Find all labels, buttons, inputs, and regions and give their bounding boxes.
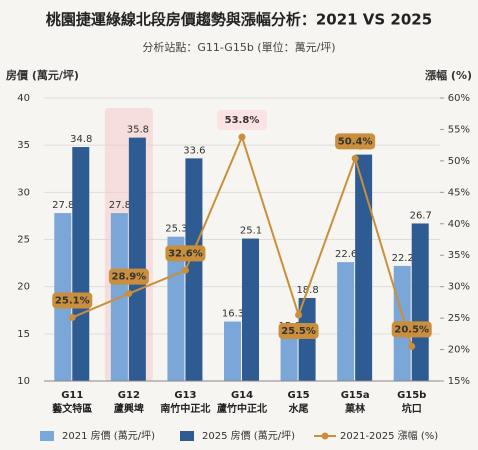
growth-value-label: 25.5% xyxy=(281,326,316,337)
x-tick-sublabel: 水尾 xyxy=(288,402,309,415)
bar xyxy=(242,238,259,381)
x-tick-sublabel: 南竹中正北 xyxy=(160,402,210,415)
y-tick-label: 40 xyxy=(17,93,30,104)
bar-value-label: 22.6 xyxy=(335,249,357,260)
x-tick-label: G13 xyxy=(174,390,196,401)
x-tick-label: G12 xyxy=(118,390,140,401)
y-tick-label: 20 xyxy=(17,282,30,293)
legend-label: 2021 房價 (萬元/坪) xyxy=(62,429,155,442)
x-tick-sublabel: 菓林 xyxy=(344,402,366,415)
growth-label-box xyxy=(335,133,376,150)
growth-label-box xyxy=(278,322,319,339)
growth-point xyxy=(351,154,359,162)
y2-tick-label: 40% xyxy=(448,219,470,230)
legend-swatch xyxy=(180,431,194,441)
growth-point xyxy=(295,311,303,319)
y2-tick-label: 30% xyxy=(448,282,470,293)
bar xyxy=(128,137,146,381)
growth-label-box xyxy=(52,292,93,309)
x-tick-sublabel: 蘆竹中正北 xyxy=(217,402,267,415)
growth-value-label: 50.4% xyxy=(338,136,373,147)
bar xyxy=(280,333,298,381)
growth-value-label: 25.1% xyxy=(55,295,90,306)
legend-label: 2021-2025 漲幅 (%) xyxy=(340,429,438,442)
bar xyxy=(337,262,355,381)
bar-value-label: 34.8 xyxy=(70,134,92,145)
y-tick-label: 25 xyxy=(17,235,30,246)
y2-tick-label: 35% xyxy=(448,250,470,261)
y2-tick-label: 60% xyxy=(448,93,470,104)
x-tick-label: G11 xyxy=(61,390,83,401)
bar-value-label: 33.6 xyxy=(183,145,205,156)
growth-point xyxy=(181,266,189,274)
growth-point xyxy=(408,342,416,350)
x-tick-label: G15 xyxy=(288,390,310,401)
y2-tick-label: 45% xyxy=(448,187,470,198)
bar xyxy=(298,297,316,381)
growth-point xyxy=(125,290,133,298)
growth-value-label: 20.5% xyxy=(394,324,429,335)
y-tick-label: 15 xyxy=(17,329,30,340)
chart-title: 桃園捷運綠線北段房價趨勢與漲幅分析：2021 VS 2025 xyxy=(46,11,432,29)
y2-tick-label: 55% xyxy=(448,124,470,135)
legend-swatch xyxy=(321,432,329,440)
bar-value-label: 16.3 xyxy=(222,309,244,320)
y-tick-label: 30 xyxy=(17,187,30,198)
x-tick-sublabel: 藝文特區 xyxy=(52,402,92,415)
y2-tick-label: 15% xyxy=(448,376,470,387)
y-tick-label: 10 xyxy=(17,376,30,387)
legend-swatch xyxy=(40,431,54,441)
growth-label-box xyxy=(165,245,206,262)
growth-value-label: 32.6% xyxy=(168,248,203,259)
y2-tick-label: 50% xyxy=(448,156,470,167)
bar xyxy=(72,147,90,381)
y2-tick-label: 25% xyxy=(448,313,470,324)
bar xyxy=(411,223,429,381)
y-tick-label: 35 xyxy=(17,140,30,151)
bar-value-label: 27.8 xyxy=(52,200,74,211)
y2-tick-label: 20% xyxy=(448,345,470,356)
bar-value-label: 22.2 xyxy=(392,253,414,264)
growth-label-box xyxy=(217,109,267,130)
growth-point xyxy=(68,313,76,321)
growth-label-box xyxy=(108,268,149,285)
y-axis-label: 房價 (萬元/坪) xyxy=(6,68,79,82)
legend-label: 2025 房價 (萬元/坪) xyxy=(202,429,295,442)
growth-value-label: 28.9% xyxy=(112,272,147,283)
bar xyxy=(185,158,203,381)
growth-point xyxy=(238,133,246,141)
x-tick-sublabel: 坑口 xyxy=(402,402,422,415)
growth-value-label: 53.8% xyxy=(225,115,260,126)
bar xyxy=(224,321,241,381)
bar-value-label: 35.8 xyxy=(127,125,149,136)
growth-label-box xyxy=(391,321,432,338)
y2-axis-label: 漲幅 (%) xyxy=(425,68,472,82)
bar-value-label: 27.8 xyxy=(109,200,131,211)
bar xyxy=(355,154,373,381)
x-tick-label: G15b xyxy=(397,390,426,401)
x-tick-label: G14 xyxy=(231,390,253,401)
x-tick-sublabel: 蘆興埤 xyxy=(114,402,144,415)
bar-value-label: 25.1 xyxy=(240,226,262,237)
bar-value-label: 25.3 xyxy=(165,224,187,235)
bar-value-label: 26.7 xyxy=(410,210,432,221)
chart-subtitle: 分析站點：G11-G15b (單位：萬元/坪) xyxy=(142,40,335,54)
x-tick-label: G15a xyxy=(341,390,370,401)
